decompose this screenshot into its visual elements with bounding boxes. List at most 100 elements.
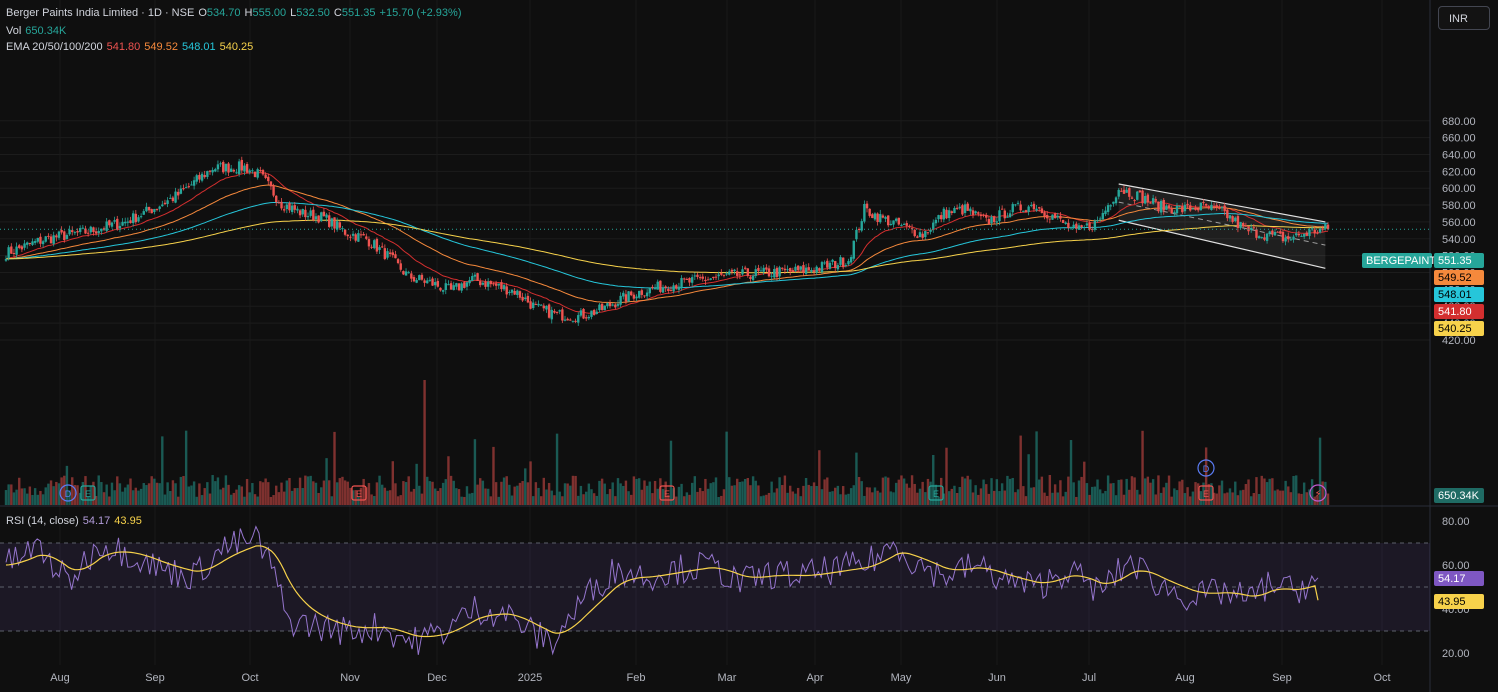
candle-body <box>330 218 334 227</box>
candle-body <box>630 291 633 296</box>
volume-bar <box>39 490 42 505</box>
candle-body <box>388 252 392 255</box>
volume-bar <box>643 480 646 505</box>
volume-bar <box>566 483 569 505</box>
volume-bar <box>187 486 191 505</box>
volume-bar <box>640 489 644 505</box>
candle-body <box>992 216 996 223</box>
candle-body <box>921 233 924 238</box>
candle-body <box>524 297 527 300</box>
volume-bar <box>18 477 21 505</box>
low-label: L <box>290 7 297 19</box>
price-axis-label-bg <box>1434 304 1484 319</box>
candle-body <box>63 231 66 241</box>
volume-bar <box>285 480 289 505</box>
volume-bar <box>102 492 106 505</box>
candle-body <box>237 161 241 175</box>
volume-bar <box>1035 431 1038 505</box>
candle-body <box>1114 197 1118 204</box>
volume-bar <box>799 496 802 505</box>
candle-body <box>616 304 620 306</box>
candle-body <box>563 319 567 321</box>
volume-bar <box>985 484 988 505</box>
candle-body <box>423 280 426 283</box>
volume-bar <box>913 483 916 505</box>
volume-bar <box>778 477 781 505</box>
candle-body <box>725 273 728 275</box>
candle-body <box>1093 220 1097 230</box>
volume-bar <box>804 477 808 505</box>
volume-bar <box>1112 483 1115 505</box>
volume-bar <box>158 483 161 505</box>
candle-body <box>1098 218 1102 220</box>
volume-bar <box>669 440 673 505</box>
candle-body <box>86 232 90 234</box>
volume-bar <box>463 496 466 505</box>
volume-bar <box>49 480 53 505</box>
candle-body <box>497 283 500 286</box>
candle-body <box>542 305 546 309</box>
volume-bar <box>807 484 810 505</box>
currency-button[interactable]: INR <box>1438 6 1490 30</box>
candle-body <box>860 221 863 231</box>
volume-bar <box>1308 489 1311 505</box>
candle-body <box>131 213 135 224</box>
candle-body <box>269 181 273 187</box>
dividend-icon-letter: D <box>1203 464 1210 474</box>
volume-bar <box>701 491 704 505</box>
volume-bar <box>675 496 678 505</box>
candle-body <box>166 200 169 204</box>
candle-body <box>20 246 24 250</box>
volume-bar <box>892 492 895 505</box>
volume-bar <box>505 476 508 505</box>
volume-bar <box>1128 489 1131 505</box>
volume-bar <box>1178 481 1181 505</box>
candle-body <box>1011 204 1014 213</box>
volume-bar <box>240 486 243 505</box>
volume-bar <box>1143 478 1147 505</box>
candle-body <box>953 207 956 214</box>
volume-bar <box>381 484 384 505</box>
volume-bar <box>222 487 225 505</box>
volume-bar <box>298 477 302 505</box>
volume-bar <box>206 482 209 505</box>
candle-body <box>521 296 524 301</box>
volume-bar <box>1295 475 1298 505</box>
volume-bar <box>124 487 127 505</box>
candle-body <box>47 235 50 237</box>
volume-bar <box>1260 475 1263 505</box>
earnings-icon <box>928 485 944 501</box>
volume-bar <box>182 476 185 505</box>
volume-bar <box>1000 483 1004 505</box>
candle-body <box>1287 236 1290 240</box>
volume-bar <box>635 478 638 505</box>
volume-bar <box>476 484 479 505</box>
candle-body <box>643 295 646 297</box>
volume-bar <box>826 477 829 505</box>
x-tick-label: Oct <box>241 672 258 684</box>
candle-body <box>770 275 773 277</box>
volume-bar <box>683 496 686 505</box>
change-value: +15.70 (+2.93%) <box>379 7 462 19</box>
candle-body <box>1273 231 1277 236</box>
candle-body <box>248 170 251 173</box>
candle-body <box>834 261 837 269</box>
candle-body <box>675 285 678 289</box>
volume-bar <box>153 478 156 505</box>
volume-bar <box>1045 495 1049 505</box>
candle-body <box>219 163 222 165</box>
candle-body <box>762 267 765 272</box>
volume-bar <box>1236 495 1240 505</box>
candle-body <box>598 304 601 311</box>
y-tick-label: 640.00 <box>1442 149 1476 161</box>
candle-body <box>391 252 394 256</box>
volume-bar <box>537 487 540 505</box>
volume-bar <box>55 481 58 505</box>
volume-bar <box>203 488 206 505</box>
candle-body <box>1083 227 1086 229</box>
candle-body <box>349 236 352 238</box>
ema-label: EMA 20/50/100/200 <box>6 41 103 53</box>
candle-body <box>73 232 77 234</box>
volume-bar <box>126 484 130 505</box>
